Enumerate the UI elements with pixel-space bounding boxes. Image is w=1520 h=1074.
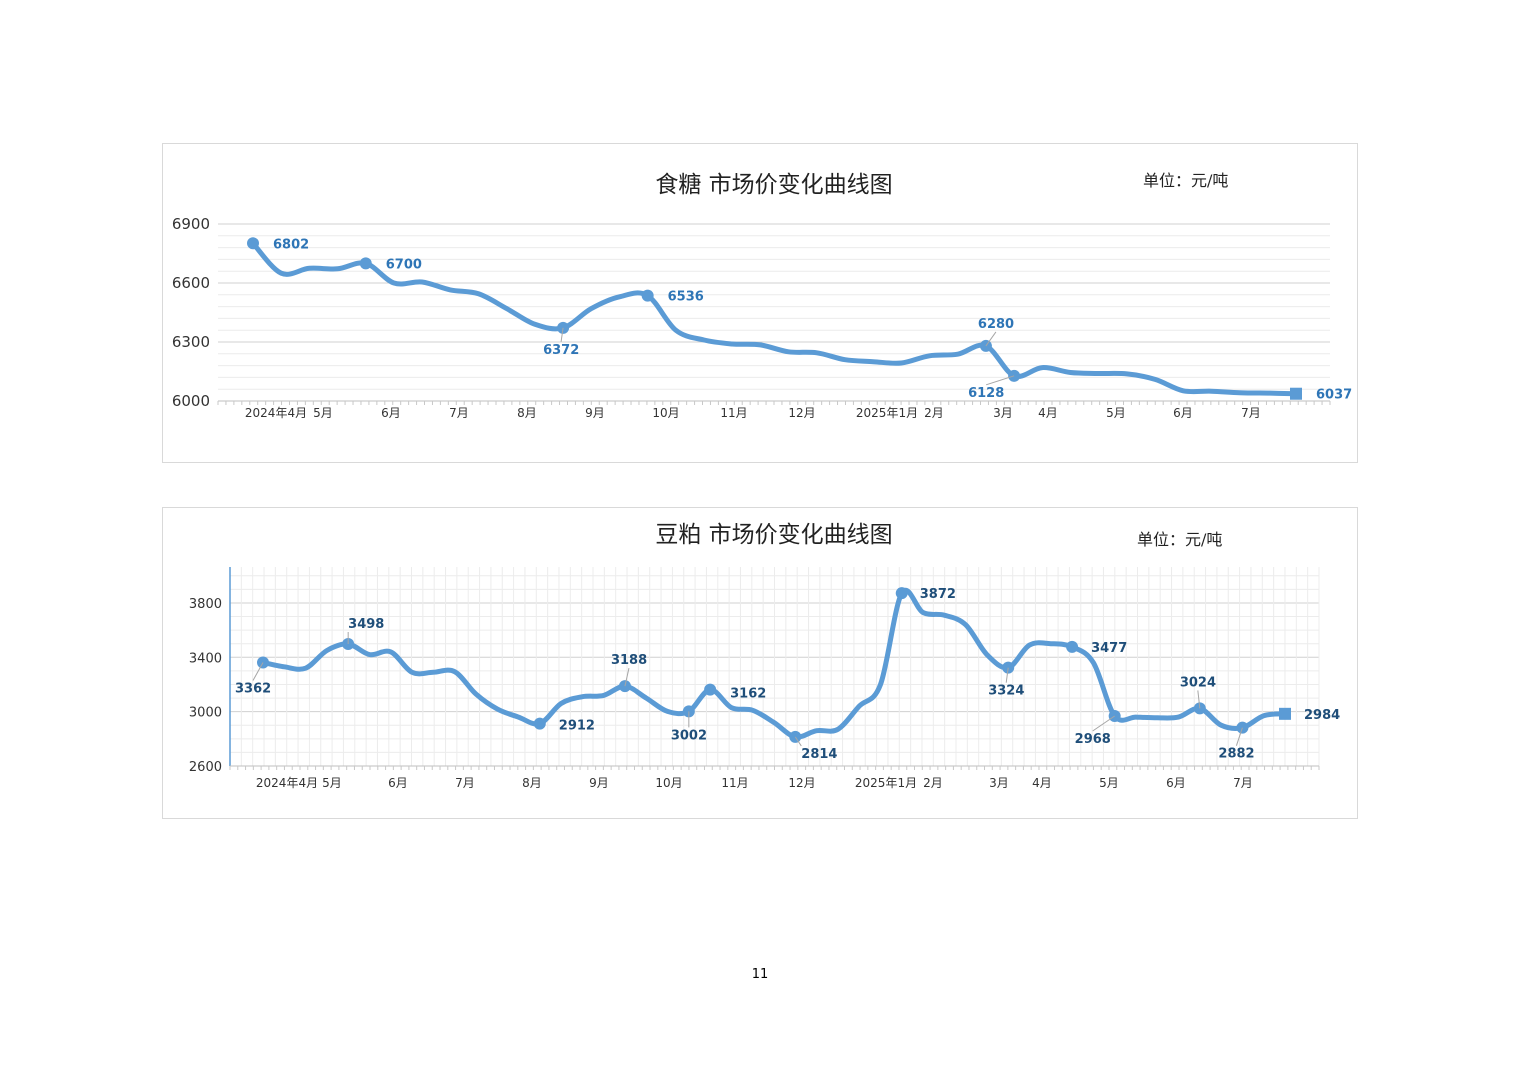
x-tick-label: 11月 <box>720 406 747 420</box>
x-tick-label: 8月 <box>517 406 537 420</box>
data-label: 2968 <box>1075 732 1111 747</box>
x-tick-label: 10月 <box>652 406 679 420</box>
y-tick-label: 6900 <box>172 215 210 233</box>
leader-line <box>252 662 264 681</box>
data-point <box>533 717 546 730</box>
leader-line <box>985 375 1015 386</box>
data-label: 3477 <box>1091 641 1127 656</box>
x-tick-label: 7月 <box>449 406 469 420</box>
x-tick-label: 6月 <box>1173 406 1193 420</box>
x-tick-label: 2024年4月 <box>256 776 318 790</box>
x-tick-label: 6月 <box>381 406 401 420</box>
data-label: 2882 <box>1218 747 1254 762</box>
sugar-price-chart: 食糖 市场价变化曲线图 单位：元/吨 6000 6300 6600 6900 2024年4月… <box>162 143 1358 463</box>
x-tick-label: 7月 <box>455 776 475 790</box>
data-point <box>641 289 654 302</box>
data-label: 3188 <box>611 653 647 668</box>
data-label: 6372 <box>543 343 579 358</box>
data-label: 2912 <box>559 719 595 734</box>
data-label: 3498 <box>348 617 384 632</box>
data-point-end <box>1290 387 1302 400</box>
x-tick-label: 3月 <box>989 776 1009 790</box>
data-point <box>1108 710 1121 723</box>
page-number: 11 <box>751 967 769 982</box>
y-tick-label: 3400 <box>189 651 222 666</box>
x-tick-label: 5月 <box>1099 776 1119 790</box>
unit-label: 单位：元/吨 <box>1137 530 1222 549</box>
x-tick-label: 5月 <box>322 776 342 790</box>
leader-line <box>794 736 802 747</box>
data-label: 6700 <box>386 257 422 272</box>
data-point <box>895 587 908 600</box>
data-point <box>682 705 695 718</box>
x-tick-label: 7月 <box>1241 406 1261 420</box>
unit-label: 单位：元/吨 <box>1143 171 1228 190</box>
data-point <box>257 656 269 669</box>
sugar-chart-svg: 食糖 市场价变化曲线图 单位：元/吨 6000 6300 6600 6900 2024年4月… <box>172 171 1352 420</box>
x-tick-label: 5月 <box>313 406 333 420</box>
x-tick-label: 3月 <box>993 406 1013 420</box>
x-tick-label: 2月 <box>924 406 944 420</box>
leader-line <box>1235 727 1243 746</box>
x-tick-label: 2025年1月 <box>856 406 918 420</box>
x-tick-label: 4月 <box>1032 776 1052 790</box>
x-tick-label: 9月 <box>585 406 605 420</box>
data-label: 6802 <box>273 237 309 252</box>
chart-title: 豆粕 市场价变化曲线图 <box>655 522 892 548</box>
data-label: 3324 <box>988 684 1024 699</box>
data-point-end <box>1279 707 1291 720</box>
soybean-meal-price-chart: 豆粕 市场价变化曲线图 单位：元/吨 2600 3000 3400 3800 2024年4月… <box>162 507 1358 819</box>
x-tick-label: 12月 <box>788 406 815 420</box>
soybean-meal-chart-svg: 豆粕 市场价变化曲线图 单位：元/吨 2600 3000 3400 3800 2024年4月… <box>189 522 1340 790</box>
data-label: 6128 <box>968 386 1004 401</box>
x-tick-label: 11月 <box>721 776 748 790</box>
leader-line <box>985 331 997 347</box>
leader-line <box>624 668 630 687</box>
x-tick-label: 2月 <box>923 776 943 790</box>
y-tick-label: 6000 <box>172 392 210 410</box>
series-line <box>250 240 1299 397</box>
leader-line <box>560 327 564 342</box>
data-point <box>704 683 717 696</box>
x-tick-label: 5月 <box>1106 406 1126 420</box>
data-point <box>359 257 372 270</box>
x-tick-label: 7月 <box>1233 776 1253 790</box>
y-tick-label: 6600 <box>172 274 210 292</box>
data-point <box>247 237 259 250</box>
data-label: 6536 <box>668 290 704 305</box>
data-label: 2814 <box>801 747 837 762</box>
x-tick-label: 9月 <box>589 776 609 790</box>
chart-title: 食糖 市场价变化曲线图 <box>655 172 892 198</box>
x-tick-label: 2025年1月 <box>855 776 917 790</box>
x-tick-label: 6月 <box>1166 776 1186 790</box>
x-tick-label: 2024年4月 <box>245 406 307 420</box>
y-tick-label: 3800 <box>189 597 222 612</box>
data-label: 6280 <box>978 317 1014 332</box>
x-tick-label: 10月 <box>655 776 682 790</box>
y-tick-label: 3000 <box>189 706 222 721</box>
y-tick-label: 6300 <box>172 333 210 351</box>
x-tick-label: 12月 <box>788 776 815 790</box>
data-label: 3872 <box>920 587 956 602</box>
data-label: 2984 <box>1304 708 1340 723</box>
data-label: 3362 <box>235 681 271 696</box>
data-point <box>1066 640 1079 653</box>
leader-line <box>1005 667 1009 683</box>
x-tick-label: 4月 <box>1038 406 1058 420</box>
y-tick-label: 2600 <box>189 760 222 775</box>
x-tick-label: 8月 <box>522 776 542 790</box>
data-label: 3024 <box>1180 675 1216 690</box>
data-point <box>979 339 992 352</box>
leader-line <box>1197 690 1201 709</box>
data-label: 3002 <box>671 728 707 743</box>
leader-line <box>1092 715 1115 732</box>
x-tick-label: 6月 <box>388 776 408 790</box>
data-label: 6037 <box>1316 388 1352 403</box>
data-label: 3162 <box>730 687 766 702</box>
